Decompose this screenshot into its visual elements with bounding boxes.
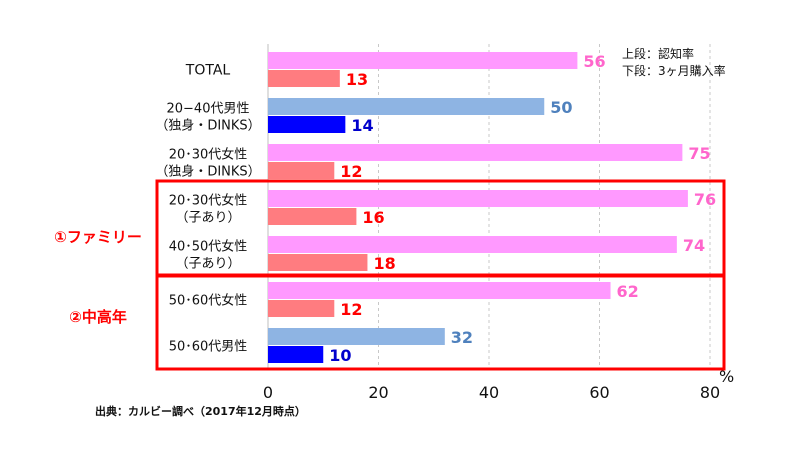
value-label-bottom-4: 18 [373, 254, 395, 273]
legend-line-1: 上段：認知率 [622, 46, 694, 61]
bar-bottom-4 [268, 254, 368, 271]
category-label-3-line-0: 20･30代女性 [169, 193, 248, 209]
x-tick-label-0: 0 [263, 383, 273, 402]
source-note: 出典：カルビー調べ（2017年12月時点） [95, 404, 306, 418]
x-axis-unit-label: % [719, 367, 734, 386]
value-label-top-5: 62 [617, 282, 639, 301]
bar-top-6 [268, 328, 445, 345]
bar-bottom-1 [268, 116, 346, 133]
value-label-bottom-5: 12 [340, 300, 362, 319]
bar-top-0 [268, 52, 578, 69]
value-label-top-2: 75 [688, 144, 710, 163]
value-label-top-4: 74 [683, 236, 705, 255]
value-label-bottom-6: 10 [329, 346, 351, 365]
bar-top-4 [268, 236, 677, 253]
category-label-6: 50･60代男性 [169, 340, 248, 355]
x-axis-ticks: 0 20 40 60 80 [263, 383, 720, 402]
bars [268, 52, 688, 363]
group-label-1: ②中高年 [69, 308, 127, 326]
value-label-bottom-3: 16 [362, 208, 384, 227]
x-tick-label-60: 60 [589, 383, 609, 402]
category-labels: TOTAL20−40代男性（独身・DINKS）20･30代女性（独身・DINKS… [155, 63, 260, 355]
bar-top-3 [268, 190, 688, 207]
category-label-4-line-0: 40･50代女性 [169, 239, 248, 255]
category-label-1-line-1: （独身・DINKS） [155, 118, 260, 134]
category-label-2-line-0: 20･30代女性 [169, 147, 248, 163]
group-label-0: ①ファミリー [54, 228, 142, 246]
value-label-bottom-1: 14 [351, 116, 373, 135]
legend-line-2: 下段：3ヶ月購入率 [622, 63, 726, 78]
category-label-3-line-1: （子あり） [175, 211, 240, 226]
category-label-4-line-1: （子あり） [175, 257, 240, 272]
value-label-top-3: 76 [694, 190, 716, 209]
legend: 上段：認知率 下段：3ヶ月購入率 [622, 46, 726, 78]
group-box-1 [155, 274, 726, 371]
bar-top-1 [268, 98, 545, 115]
x-tick-label-20: 20 [368, 383, 388, 402]
value-label-bottom-2: 12 [340, 162, 362, 181]
x-tick-label-40: 40 [479, 383, 499, 402]
value-label-top-6: 32 [451, 328, 473, 347]
bar-bottom-5 [268, 300, 335, 317]
value-labels: 56 13 50 14 75 12 76 16 74 18 62 12 32 10 [329, 52, 716, 365]
category-label-0: TOTAL [185, 63, 231, 79]
category-label-5: 50･60代女性 [169, 293, 248, 309]
x-tick-label-80: 80 [700, 383, 720, 402]
bar-bottom-6 [268, 346, 324, 363]
group-boxes: ①ファミリー ②中高年 [54, 179, 726, 371]
category-label-1-line-0: 20−40代男性 [167, 102, 250, 117]
bar-bottom-3 [268, 208, 357, 225]
bar-bottom-0 [268, 70, 340, 87]
value-label-top-0: 56 [583, 52, 605, 71]
bar-top-5 [268, 282, 611, 299]
category-label-2-line-1: （独身・DINKS） [155, 164, 260, 180]
bar-bottom-2 [268, 162, 335, 179]
value-label-top-1: 50 [550, 98, 572, 117]
value-label-bottom-0: 13 [346, 70, 368, 89]
bar-top-2 [268, 144, 683, 161]
